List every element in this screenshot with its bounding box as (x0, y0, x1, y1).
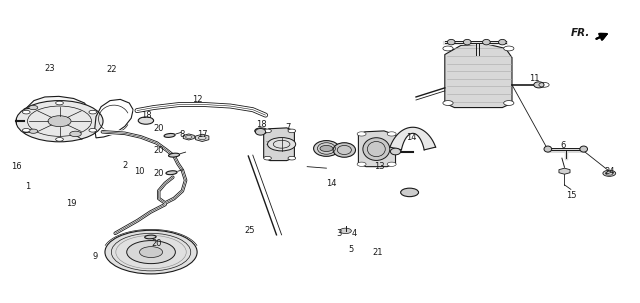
Ellipse shape (483, 39, 490, 45)
Circle shape (29, 105, 38, 110)
Text: 17: 17 (197, 130, 207, 139)
Circle shape (70, 131, 81, 137)
Circle shape (264, 129, 271, 133)
Ellipse shape (255, 128, 266, 135)
Ellipse shape (164, 134, 175, 137)
Text: 3: 3 (337, 229, 342, 238)
Ellipse shape (463, 39, 471, 45)
Ellipse shape (314, 141, 339, 156)
Text: 1: 1 (25, 182, 30, 191)
Circle shape (127, 241, 175, 264)
Polygon shape (390, 127, 436, 150)
Text: 9: 9 (92, 251, 97, 261)
Circle shape (138, 117, 154, 124)
Ellipse shape (499, 39, 506, 45)
Circle shape (320, 145, 333, 152)
Ellipse shape (580, 146, 588, 152)
Text: 6: 6 (561, 141, 566, 150)
Text: 4: 4 (351, 229, 356, 238)
Circle shape (140, 247, 163, 258)
Text: 11: 11 (529, 74, 540, 83)
Text: 10: 10 (134, 167, 145, 176)
Circle shape (56, 101, 63, 105)
Circle shape (264, 156, 271, 160)
Text: 2: 2 (122, 161, 127, 170)
Text: 12: 12 (192, 95, 202, 105)
Polygon shape (183, 134, 195, 140)
Text: 14: 14 (326, 179, 337, 188)
Text: FR.: FR. (571, 28, 590, 38)
Circle shape (16, 101, 103, 142)
Circle shape (504, 101, 514, 105)
Polygon shape (559, 168, 570, 174)
Ellipse shape (534, 82, 544, 88)
Circle shape (357, 132, 366, 136)
Text: 8: 8 (180, 130, 185, 139)
Polygon shape (264, 128, 294, 161)
Polygon shape (196, 134, 209, 142)
Ellipse shape (145, 235, 156, 239)
Circle shape (401, 188, 419, 197)
Polygon shape (445, 44, 512, 108)
Text: 20: 20 (154, 146, 164, 155)
Text: 20: 20 (154, 169, 164, 178)
Ellipse shape (447, 39, 455, 45)
Text: 13: 13 (374, 162, 385, 171)
Ellipse shape (544, 146, 552, 152)
Circle shape (56, 138, 63, 141)
Text: 20: 20 (152, 239, 162, 248)
Circle shape (387, 132, 396, 136)
Ellipse shape (166, 171, 177, 175)
Text: 21: 21 (372, 248, 383, 257)
Circle shape (89, 128, 97, 132)
Circle shape (29, 129, 38, 133)
Text: 16: 16 (11, 162, 21, 171)
Circle shape (89, 110, 97, 114)
Text: 22: 22 (107, 65, 117, 74)
Text: 20: 20 (154, 124, 164, 133)
Ellipse shape (363, 138, 390, 161)
Circle shape (357, 162, 366, 166)
Circle shape (603, 170, 616, 176)
Polygon shape (24, 96, 90, 135)
Circle shape (22, 110, 30, 114)
Circle shape (105, 230, 197, 274)
Text: 24: 24 (604, 167, 614, 176)
Ellipse shape (333, 143, 356, 157)
Text: 23: 23 (45, 64, 55, 73)
Text: 14: 14 (406, 133, 417, 142)
Circle shape (443, 101, 453, 105)
Text: 18: 18 (141, 111, 151, 120)
Circle shape (268, 138, 296, 151)
Circle shape (288, 156, 296, 160)
Text: 18: 18 (256, 120, 266, 129)
Text: 15: 15 (566, 191, 577, 200)
Polygon shape (358, 131, 396, 167)
Text: 5: 5 (348, 245, 353, 255)
Circle shape (255, 128, 268, 134)
Text: 19: 19 (67, 198, 77, 208)
Circle shape (22, 128, 30, 132)
Circle shape (340, 228, 351, 234)
Circle shape (387, 162, 396, 166)
Circle shape (443, 46, 453, 51)
Text: 7: 7 (285, 123, 291, 132)
Ellipse shape (168, 153, 180, 157)
Text: 25: 25 (244, 226, 255, 235)
Circle shape (48, 116, 71, 127)
Ellipse shape (390, 148, 401, 155)
Circle shape (504, 46, 514, 51)
Circle shape (288, 129, 296, 133)
